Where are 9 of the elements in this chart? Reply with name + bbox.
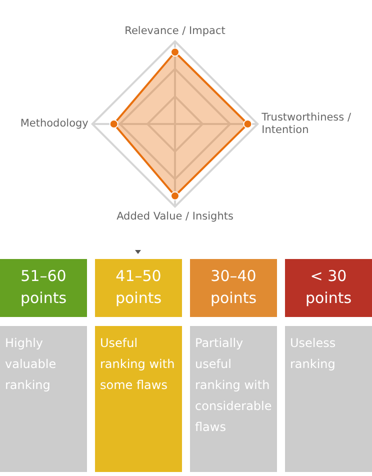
spoke-label: Methodology [20,118,88,130]
text: Useful ranking with some flaws [95,326,182,472]
category-label: 41–50 points [95,259,182,317]
spoke-label: Trustworthiness / Intention [260,111,352,136]
category-label: 51–60 points [0,259,87,317]
spoke-label: Added Value / Insights [116,210,234,223]
category-label: < 30 points [285,259,372,317]
spoke-label: Relevance / Impact [124,24,226,37]
category-label: 30–40 points [190,259,277,317]
